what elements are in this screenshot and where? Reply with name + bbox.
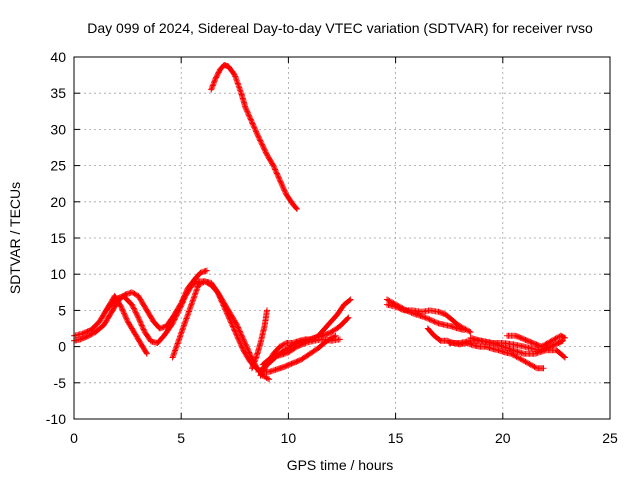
data-point-track — [384, 301, 474, 336]
x-axis-label: GPS time / hours — [287, 457, 394, 473]
y-tick-label: 0 — [58, 339, 66, 355]
x-tick-label: 15 — [388, 430, 404, 446]
y-tick-label: 5 — [58, 302, 66, 318]
y-tick-label: 40 — [50, 49, 66, 65]
y-tick-label: 35 — [50, 85, 66, 101]
data-point-track — [208, 62, 300, 212]
series-arc-e — [249, 307, 270, 372]
series-arc-m — [504, 332, 568, 350]
data-point-track — [259, 336, 343, 368]
series-arc-j — [384, 301, 474, 336]
y-tick-label: -5 — [54, 375, 67, 391]
y-tick-label: -10 — [46, 411, 66, 427]
y-tick-label: 30 — [50, 121, 66, 137]
y-tick-label: 15 — [50, 230, 66, 246]
x-tick-label: 5 — [177, 430, 185, 446]
y-axis-label: SDTVAR / TECUs — [7, 182, 23, 294]
series-arc-h — [259, 336, 343, 368]
series-arc-n — [467, 334, 568, 361]
data-point-track — [504, 332, 568, 350]
data-points — [71, 62, 568, 383]
x-tick-label: 25 — [602, 430, 618, 446]
data-point-track — [169, 278, 339, 375]
x-tick-label: 10 — [281, 430, 297, 446]
y-tick-label: 10 — [50, 266, 66, 282]
axes: 0 5 10 15 20 25 -10 -5 0 5 10 15 20 25 30 35 40 — [46, 49, 618, 446]
x-tick-label: 0 — [70, 430, 78, 446]
chart-title: Day 099 of 2024, Sidereal Day-to-day VTE… — [87, 20, 593, 36]
series-arc-high — [208, 62, 300, 212]
y-tick-label: 20 — [50, 194, 66, 210]
series-arc-d — [169, 278, 339, 375]
data-point-track — [467, 334, 568, 361]
x-tick-label: 20 — [495, 430, 511, 446]
data-point-track — [249, 307, 270, 372]
y-tick-label: 25 — [50, 158, 66, 174]
